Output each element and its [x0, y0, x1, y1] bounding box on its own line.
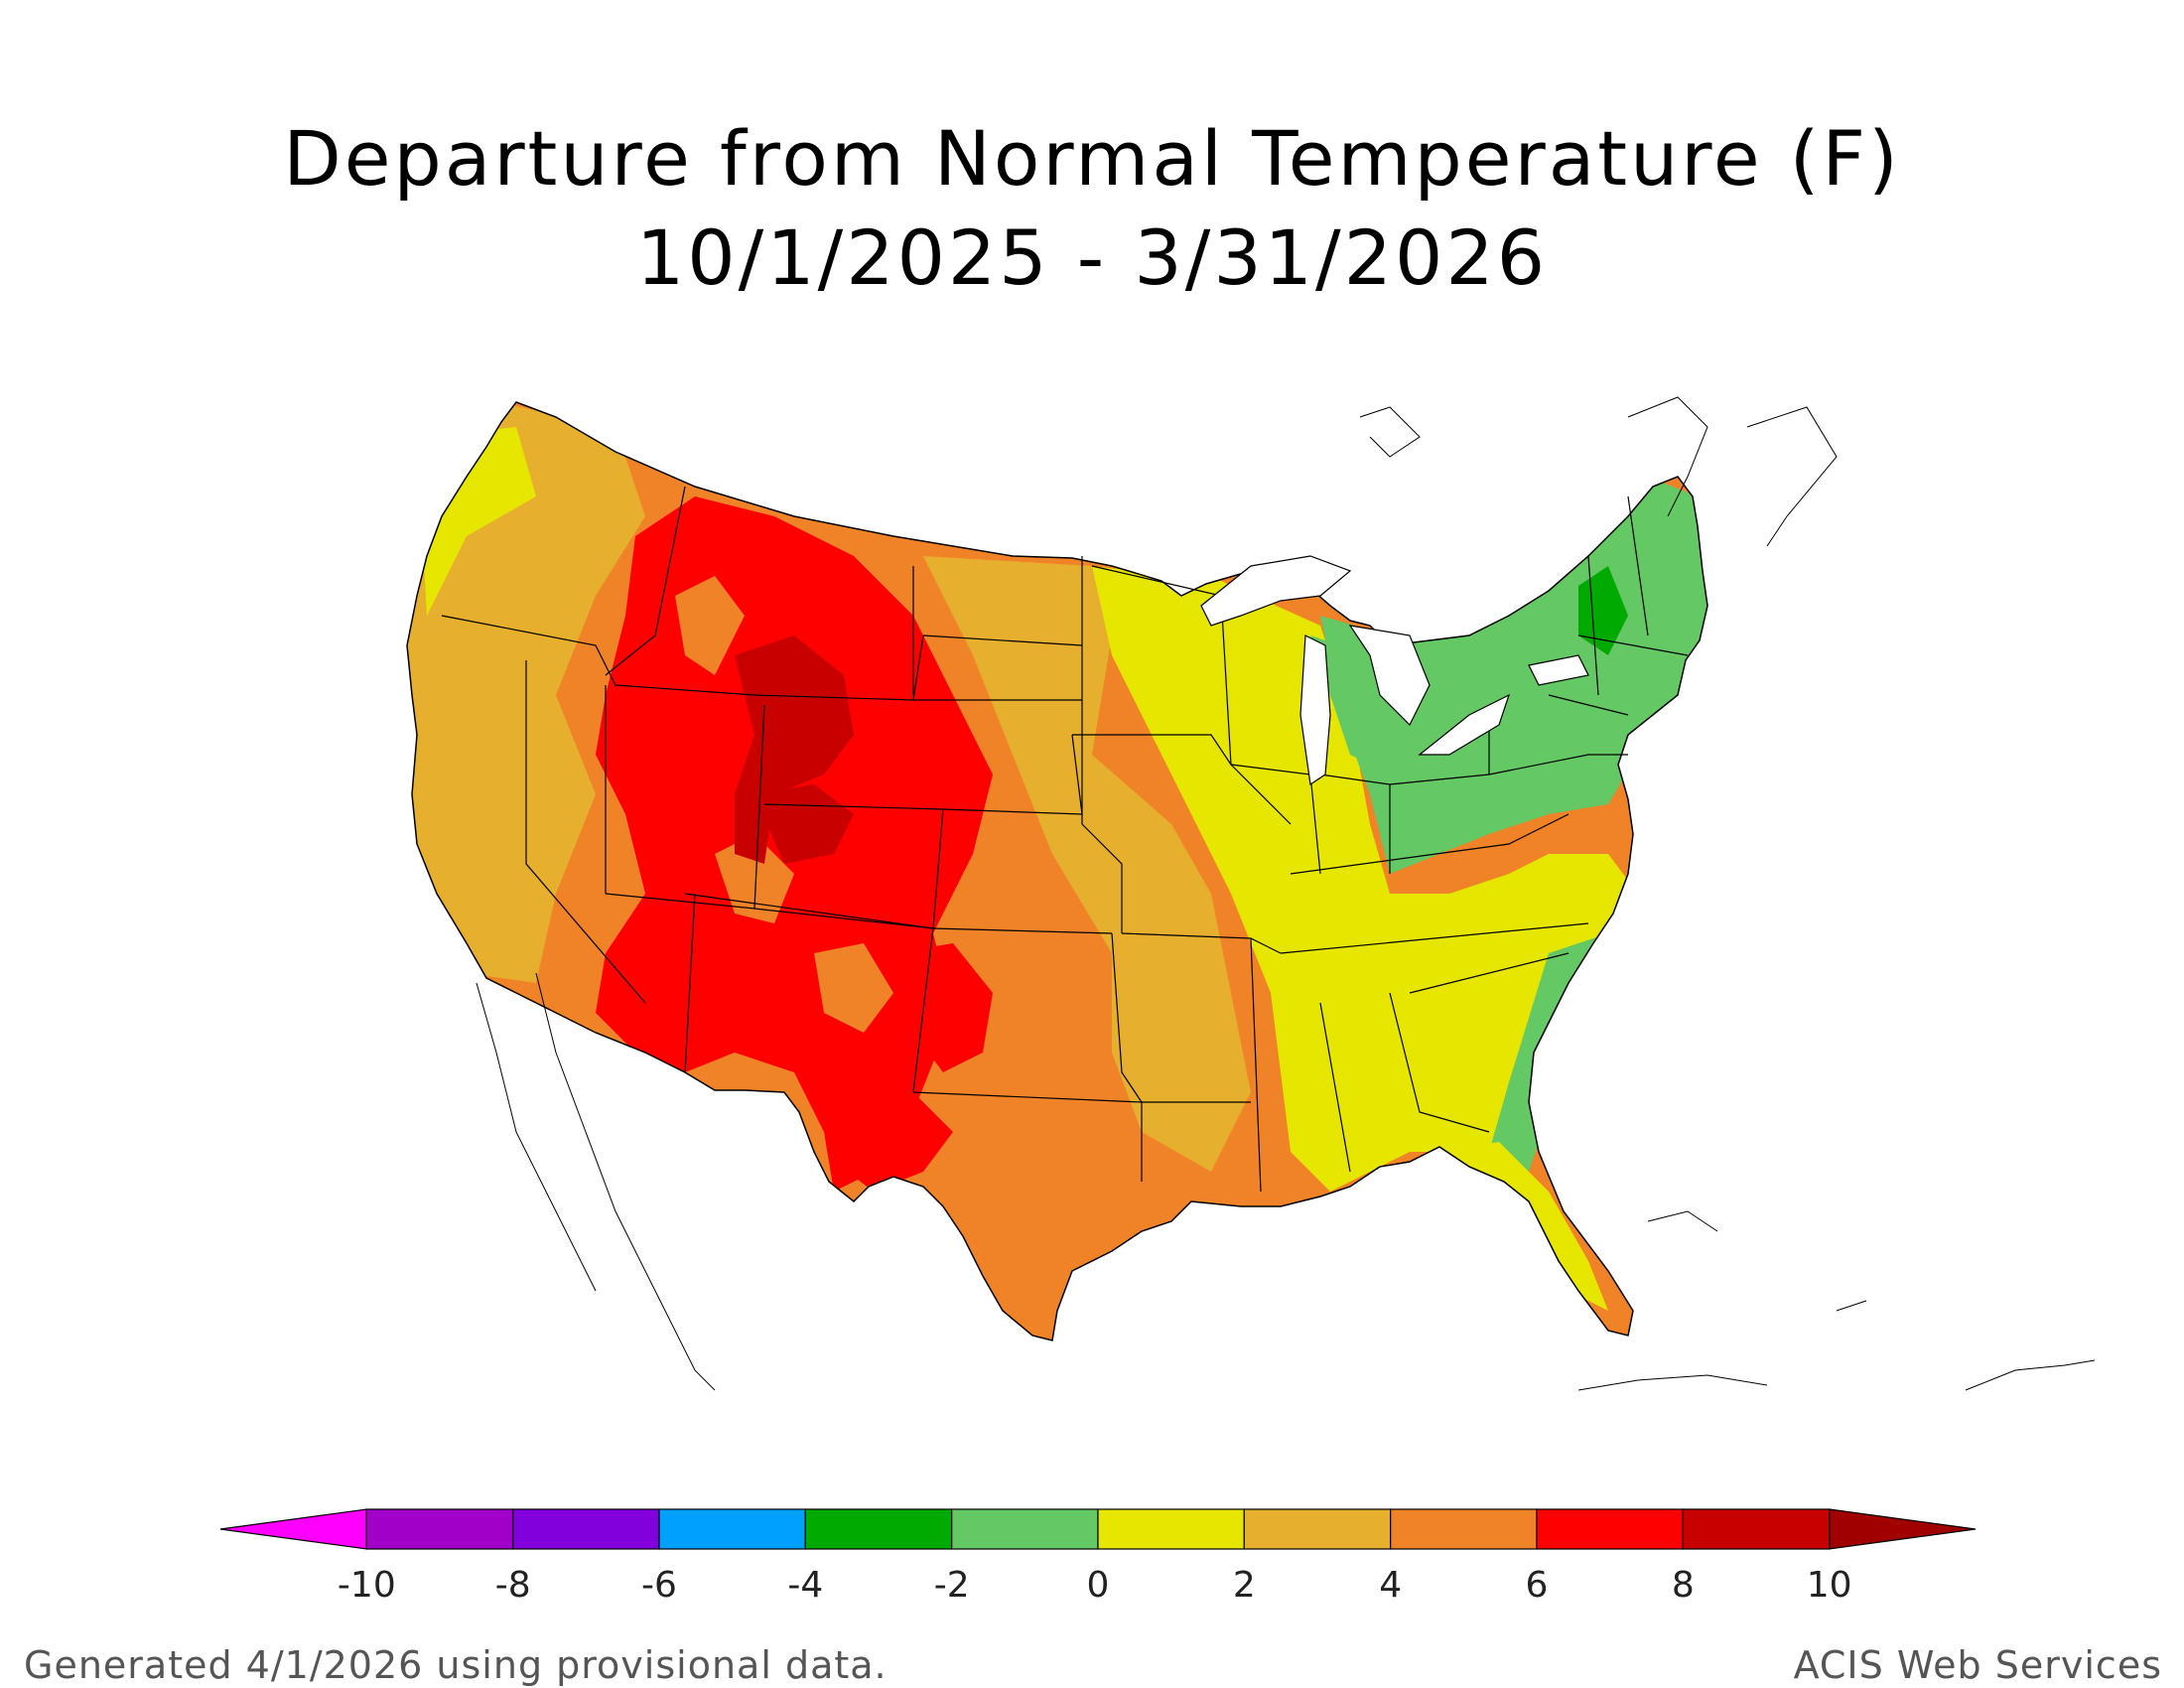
legend-tick-label: 8	[1672, 1565, 1695, 1606]
lake-huron	[1348, 625, 1431, 727]
neighboring-coastlines	[476, 396, 2096, 1391]
legend-tick-label: 4	[1379, 1565, 1402, 1606]
region-4-to-6-patch	[814, 943, 893, 1033]
legend-swatch	[365, 1508, 514, 1550]
legend-tick-label: 0	[1087, 1565, 1110, 1606]
legend-tick-label: 6	[1526, 1565, 1549, 1606]
legend-color-bar	[219, 1508, 1977, 1550]
title-line-2: 10/1/2025 - 3/31/2026	[635, 213, 1549, 302]
legend-tick-label: -6	[641, 1565, 677, 1606]
legend-tick-label: -2	[934, 1565, 970, 1606]
legend-tick-labels: -10 -8 -6 -4 -2 0 2 4 6 8 10	[338, 1565, 1852, 1606]
lake-erie	[1418, 693, 1511, 756]
legend-tick-label: -8	[495, 1565, 531, 1606]
lake-superior	[1200, 555, 1352, 627]
legend-tick-label: -10	[338, 1565, 396, 1606]
legend-swatch	[1390, 1508, 1538, 1550]
map-title: Departure from Normal Temperature (F) 10…	[0, 109, 2184, 308]
legend-swatch	[1682, 1508, 1831, 1550]
legend-swatch	[1243, 1508, 1392, 1550]
legend-swatch	[658, 1508, 806, 1550]
legend-swatch	[804, 1508, 953, 1550]
region-2-to-4-plains	[923, 556, 1251, 1172]
region-6-to-8-texas	[814, 1053, 953, 1192]
lake-ontario	[1528, 654, 1589, 686]
legend-swatch	[951, 1508, 1099, 1550]
legend-tick-label: -4	[787, 1565, 823, 1606]
legend-tick-label: 2	[1233, 1565, 1256, 1606]
region-6-to-8-panhandle	[893, 943, 993, 1072]
legend-tick-label: 10	[1807, 1565, 1852, 1606]
legend-swatch	[1829, 1508, 1977, 1550]
lake-michigan	[1299, 634, 1331, 786]
legend-swatch	[1536, 1508, 1684, 1550]
legend-swatch	[1097, 1508, 1245, 1550]
source-credit: ACIS Web Services	[1793, 1643, 2162, 1687]
generated-note: Generated 4/1/2026 using provisional dat…	[24, 1643, 887, 1687]
title-line-1: Departure from Normal Temperature (F)	[283, 114, 1901, 203]
legend-swatch	[512, 1508, 660, 1550]
state-boundaries	[441, 486, 1689, 1193]
region-4-to-6-patch	[675, 576, 745, 675]
great-lakes	[1200, 555, 1589, 786]
legend-swatch	[219, 1508, 367, 1550]
